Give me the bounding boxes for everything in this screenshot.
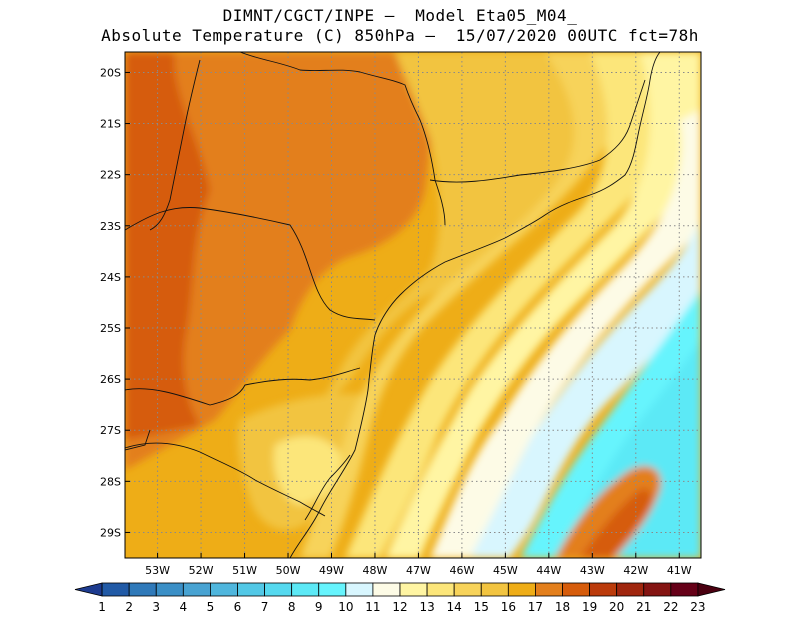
colorbar-swatch <box>562 582 590 597</box>
colorbar-swatch <box>182 582 211 597</box>
colorbar-swatch <box>616 582 645 597</box>
lat-tick-label: 24S <box>100 271 121 284</box>
lon-tick-label: 50W <box>276 564 301 577</box>
field-14-south-patch <box>273 436 341 505</box>
colorbar-label: 13 <box>419 600 434 614</box>
colorbar-swatch <box>399 582 428 597</box>
colorbar-swatch <box>372 582 401 597</box>
colorbar-label: 12 <box>392 600 407 614</box>
colorbar-label: 21 <box>636 600 651 614</box>
country-border-west <box>125 429 151 451</box>
lon-tick-label: 42W <box>623 564 648 577</box>
field-18-interior <box>125 52 435 470</box>
state-border-sp-pr <box>125 207 376 321</box>
colorbar-label: 16 <box>501 600 516 614</box>
lat-tick-label: 29S <box>100 526 121 539</box>
lon-tick-label: 53W <box>145 564 170 577</box>
state-border-ms-sp <box>149 59 201 231</box>
lon-tick-label: 45W <box>493 564 518 577</box>
lon-tick-label: 44W <box>536 564 561 577</box>
lon-tick-label: 43W <box>580 564 605 577</box>
colorbar-label: 17 <box>528 600 543 614</box>
colorbar-swatch <box>453 582 482 597</box>
state-border-mg-rj-es <box>429 79 646 183</box>
colorbar-arrow-high <box>697 582 726 597</box>
colorbar-swatch <box>643 582 672 597</box>
lon-tick-label: 52W <box>189 564 214 577</box>
colorbar-swatch <box>264 582 293 597</box>
colorbar-swatch <box>101 582 130 597</box>
colorbar-label: 14 <box>447 600 462 614</box>
colorbar-label: 2 <box>125 600 133 614</box>
political-boundaries <box>125 52 661 558</box>
lat-tick-label: 23S <box>100 220 121 233</box>
field-13 <box>385 52 701 558</box>
colorbar-swatch <box>589 582 618 597</box>
colorbar-swatch <box>291 582 320 597</box>
lon-tick-label: 47W <box>406 564 431 577</box>
map-gridlines <box>125 52 701 558</box>
coastline <box>289 52 661 558</box>
colorbar-swatch <box>345 582 374 597</box>
chart-title-line2: Absolute Temperature (C) 850hPa – 15/07/… <box>101 26 699 45</box>
field-16 <box>260 52 581 470</box>
colorbar-label: 4 <box>180 600 188 614</box>
colorbar-swatch <box>210 582 238 597</box>
lat-tick-label: 25S <box>100 322 121 335</box>
colorbar-label: 10 <box>338 600 353 614</box>
colorbar-label: 6 <box>234 600 242 614</box>
colorbar-swatch <box>670 582 699 597</box>
colorbar-swatch <box>128 582 157 597</box>
state-border-pr-sc <box>125 367 361 406</box>
field-11 <box>470 220 701 558</box>
colorbar-label: 1 <box>98 600 106 614</box>
temperature-field <box>125 52 701 558</box>
lon-tick-label: 51W <box>232 564 257 577</box>
colorbar-label: 8 <box>288 600 296 614</box>
field-14 <box>345 52 700 558</box>
lon-tick-label: 41W <box>667 564 692 577</box>
colorbar-label: 18 <box>555 600 570 614</box>
colorbar-label: 15 <box>474 600 489 614</box>
colorbar-swatch <box>318 582 347 597</box>
longitude-labels: 53W 52W 51W 50W 49W 48W 47W 46W 45W 44W 43W 42W 41W <box>145 553 692 577</box>
lat-tick-label: 27S <box>100 424 121 437</box>
colorbar-label: 5 <box>207 600 215 614</box>
colorbar-swatch <box>237 582 265 597</box>
lon-tick-label: 46W <box>449 564 474 577</box>
field-19-west <box>125 52 210 440</box>
lat-tick-label: 20S <box>100 66 121 79</box>
colorbar-label: 9 <box>315 600 323 614</box>
lon-tick-label: 49W <box>319 564 344 577</box>
lat-tick-label: 22S <box>100 169 121 182</box>
lagoon-shore <box>304 454 351 521</box>
field-12 <box>430 110 701 558</box>
colorbar: 1 2 3 4 5 6 7 8 9 10 11 12 13 14 15 16 17 18 19 20 21 22 23 <box>74 582 726 614</box>
colorbar-label: 11 <box>365 600 380 614</box>
field-19-sea-strip <box>580 488 652 558</box>
lat-tick-label: 28S <box>100 475 121 488</box>
colorbar-label: 7 <box>261 600 269 614</box>
state-border-sc-rs <box>125 442 326 517</box>
colorbar-label: 19 <box>582 600 597 614</box>
colorbar-swatch <box>535 582 563 597</box>
colorbar-swatch <box>507 582 536 597</box>
colorbar-swatch <box>426 582 455 597</box>
colorbar-swatch <box>480 582 509 597</box>
lat-tick-label: 21S <box>100 118 121 131</box>
lon-tick-label: 48W <box>363 564 388 577</box>
colorbar-swatch <box>155 582 184 597</box>
lat-tick-label: 26S <box>100 373 121 386</box>
colorbar-label: 23 <box>690 600 705 614</box>
colorbar-label: 3 <box>152 600 160 614</box>
chart-title-line1: DIMNT/CGCT/INPE – Model Eta05_M04_ <box>222 6 578 25</box>
colorbar-arrow-low <box>74 582 103 597</box>
state-border-sp-mg <box>239 52 446 226</box>
latitude-labels: 20S 21S 22S 23S 24S 25S 26S 27S 28S 29S <box>100 66 130 539</box>
colorbar-label: 22 <box>663 600 678 614</box>
field-18-sea-strip <box>555 466 661 558</box>
colorbar-label: 20 <box>609 600 624 614</box>
plot-frame <box>124 51 702 559</box>
